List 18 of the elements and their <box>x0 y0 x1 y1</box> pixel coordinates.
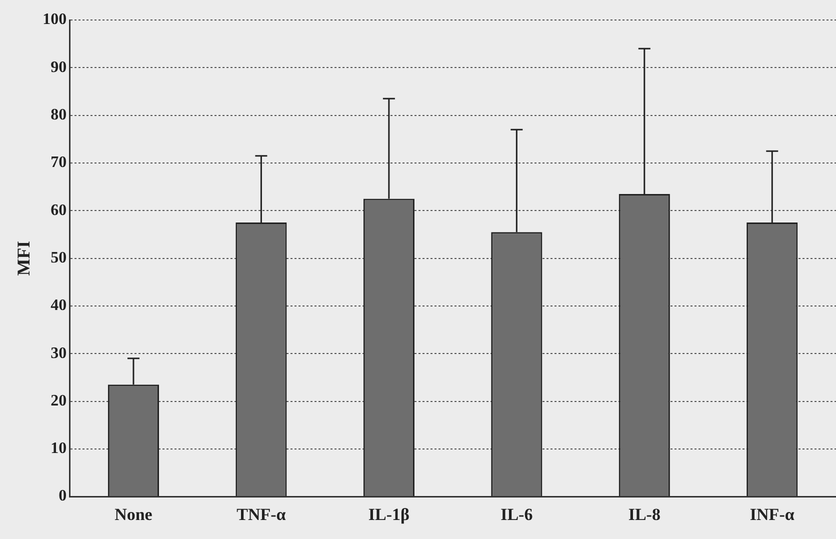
y-tick-label: 50 <box>50 249 67 266</box>
y-tick-label: 70 <box>50 154 67 172</box>
y-tick-label: 80 <box>50 106 67 124</box>
x-tick-label: None <box>114 505 153 524</box>
y-axis-title: MFI <box>13 240 34 276</box>
x-tick-label: IL-1β <box>368 505 410 524</box>
x-tick-label: IL-8 <box>628 505 660 524</box>
x-tick-label: TNF-α <box>236 505 286 524</box>
y-tick-label: 40 <box>50 297 67 314</box>
x-tick-label: IL-6 <box>500 505 533 524</box>
y-tick-label: 20 <box>50 392 67 410</box>
y-tick-label: 90 <box>50 58 67 76</box>
x-tick-label: INF-α <box>750 505 795 524</box>
y-tick-label: 100 <box>42 11 67 28</box>
y-tick-label: 10 <box>50 440 67 458</box>
y-tick-label: 0 <box>58 488 67 505</box>
y-tick-label: 30 <box>50 344 67 362</box>
y-tick-label: 60 <box>50 202 67 219</box>
